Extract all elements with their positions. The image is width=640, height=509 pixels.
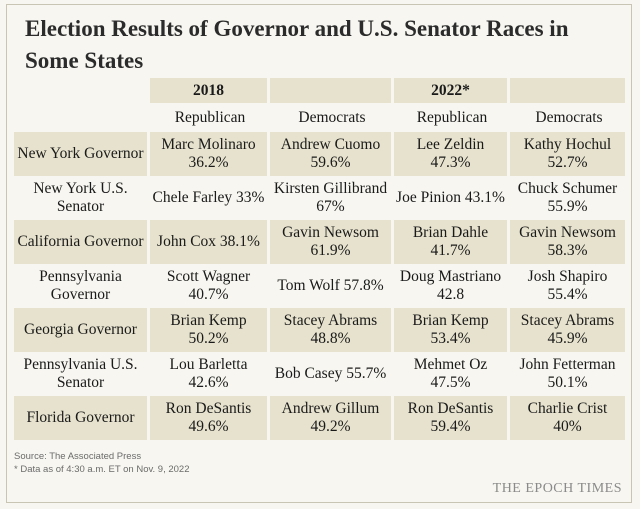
cell-democrats-2018: Bob Casey 55.7%: [274, 365, 387, 382]
cell-democrats-2018: Kirsten Gillibrand 67%: [273, 180, 388, 215]
table-row: Pennsylvania Governor Scott Wagner 40.7% T…: [14, 264, 628, 308]
table-row: Pennsylvania U.S. Senator Lou Barletta 42…: [14, 352, 628, 396]
cell-republican-2022: Brian Dahle 41.7%: [394, 220, 510, 264]
cell-republican-2018: Lou Barletta 42.6%: [169, 356, 248, 391]
race-header-blank: [14, 103, 150, 132]
cell-democrats-2022: Josh Shapiro 55.4%: [527, 268, 608, 303]
race-label: Pennsylvania Governor: [39, 268, 122, 303]
cell-democrats-2022: Chuck Schumer 55.9%: [517, 180, 618, 215]
cell-democrats-2018: Tom Wolf 57.8%: [277, 277, 384, 294]
table-row: Georgia Governor Brian Kemp 50.2% Stacey A…: [14, 308, 628, 352]
race-label: New York U.S. Senator: [33, 180, 128, 215]
party-header-row: Republican Democrats Republican Democrat…: [14, 103, 628, 132]
cell-republican-2018: Chele Farley 33%: [152, 189, 265, 206]
cell-republican-2018: Brian Kemp 50.2%: [150, 308, 270, 352]
results-body: New York Governor Marc Molinaro 36.2% Andr…: [14, 132, 628, 440]
party-header-republican-2022: Republican: [416, 108, 488, 126]
cell-republican-2022: Joe Pinion 43.1%: [396, 189, 505, 206]
cell-republican-2022: Ron DeSantis 59.4%: [394, 396, 510, 440]
year-2022-spacer: [510, 78, 628, 103]
race-label: Pennsylvania U.S. Senator: [23, 356, 138, 391]
race-label: New York Governor: [14, 132, 150, 176]
cell-republican-2018: Marc Molinaro 36.2%: [150, 132, 270, 176]
year-2018-header: 2018: [150, 78, 270, 103]
cell-democrats-2018: Stacey Abrams 48.8%: [270, 308, 394, 352]
race-label: Florida Governor: [14, 396, 150, 440]
cell-republican-2018: Ron DeSantis 49.6%: [150, 396, 270, 440]
cell-democrats-2022: John Fetterman 50.1%: [519, 356, 616, 391]
year-2018-spacer: [270, 78, 394, 103]
cell-democrats-2022: Charlie Crist 40%: [510, 396, 628, 440]
corner-cell: [14, 78, 150, 103]
cell-republican-2022: Lee Zeldin 47.3%: [394, 132, 510, 176]
table-row: California Governor John Cox 38.1% Gavin N…: [14, 220, 628, 264]
cell-republican-2022: Doug Mastriano 42.8: [399, 268, 502, 303]
table-row: Florida Governor Ron DeSantis 49.6% Andrew…: [14, 396, 628, 440]
cell-democrats-2022: Gavin Newsom 58.3%: [510, 220, 628, 264]
results-table: 2018 2022* Republican Democrats Republic…: [14, 78, 628, 440]
cell-democrats-2018: Andrew Gillum 49.2%: [270, 396, 394, 440]
year-header-row: 2018 2022*: [14, 78, 628, 103]
cell-democrats-2018: Andrew Cuomo 59.6%: [270, 132, 394, 176]
brand-logo: THE EPOCH TIMES: [492, 481, 622, 496]
race-label: Georgia Governor: [14, 308, 150, 352]
race-label: California Governor: [14, 220, 150, 264]
cell-democrats-2022: Kathy Hochul 52.7%: [510, 132, 628, 176]
party-header-republican-2018: Republican: [174, 108, 246, 126]
data-timestamp-note: * Data as of 4:30 a.m. ET on Nov. 9, 202…: [14, 464, 190, 475]
cell-republican-2018: John Cox 38.1%: [150, 220, 270, 264]
cell-republican-2018: Scott Wagner 40.7%: [166, 268, 251, 303]
party-header-democrats-2018: Democrats: [298, 108, 366, 126]
party-header-democrats-2022: Democrats: [535, 108, 603, 126]
source-note: Source: The Associated Press: [14, 451, 142, 462]
cell-republican-2022: Mehmet Oz 47.5%: [413, 356, 488, 391]
table-row: New York Governor Marc Molinaro 36.2% Andr…: [14, 132, 628, 176]
cell-democrats-2022: Stacey Abrams 45.9%: [510, 308, 628, 352]
table-row: New York U.S. Senator Chele Farley 33% Kir…: [14, 176, 628, 220]
cell-democrats-2018: Gavin Newsom 61.9%: [270, 220, 394, 264]
chart-title: Election Results of Governor and U.S. Se…: [25, 16, 569, 73]
cell-republican-2022: Brian Kemp 53.4%: [394, 308, 510, 352]
year-2022-header: 2022*: [394, 78, 510, 103]
